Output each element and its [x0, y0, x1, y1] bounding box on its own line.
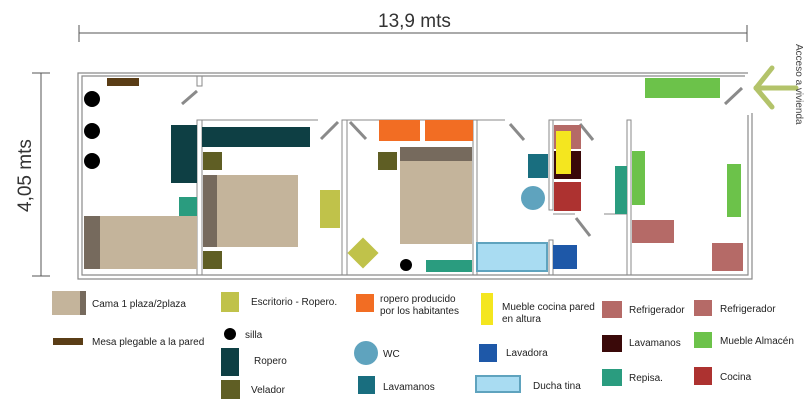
legend-table: Mesa plegable a la pared [53, 337, 204, 348]
desk [347, 237, 379, 269]
entrance-arrow-icon [753, 65, 799, 110]
entrance-label: Acceso a vivienda [793, 44, 804, 125]
sink [528, 154, 548, 178]
bed [400, 147, 472, 244]
pantry [645, 78, 720, 98]
svg-text:Ropero: Ropero [254, 356, 287, 367]
legend-sink-2: Lavamanos [602, 335, 681, 352]
height-label: 4,05 mts [15, 139, 36, 212]
fridge [712, 243, 743, 271]
desk [320, 190, 340, 228]
nightstand [203, 251, 222, 269]
legend-fridge-2: Refrigerador [694, 300, 776, 316]
legend-fridge-1: Refrigerador [602, 301, 685, 318]
orange-wardrobe [425, 120, 473, 141]
stove [554, 182, 581, 211]
legend-washer: Lavadora [479, 344, 548, 362]
width-label: 13,9 mts [378, 11, 451, 32]
shelf [426, 260, 472, 272]
pantry [727, 164, 741, 217]
kitchen-wall-cabinet [556, 131, 571, 174]
legend-shelf: Repisa. [602, 369, 663, 386]
outer-walls [77, 72, 753, 280]
legend-bed: Cama 1 plaza/2plaza [52, 291, 186, 315]
legend-kitchen-wall-text: Mueble cocina pared en altura [502, 302, 595, 325]
legend-pantry: Mueble Almacén [694, 332, 794, 348]
bed [84, 216, 197, 269]
bed-headboard [203, 175, 217, 247]
svg-text:Repisa.: Repisa. [629, 373, 663, 384]
svg-text:Mesa plegable a la pared: Mesa plegable a la pared [92, 337, 204, 348]
chair [84, 123, 100, 139]
pantry [632, 151, 645, 205]
fridge [632, 220, 674, 243]
bed [203, 175, 298, 247]
wardrobe [171, 125, 197, 183]
svg-text:Lavamanos: Lavamanos [629, 338, 681, 349]
bathroom-furniture [476, 154, 548, 272]
kitchen-furniture [615, 78, 743, 271]
bed-headboard [400, 147, 472, 161]
legend-chair: silla [224, 328, 263, 341]
svg-text:Refrigerador: Refrigerador [629, 305, 685, 316]
room-1-furniture [84, 78, 197, 269]
legend: Cama 1 plaza/2plaza Mesa plegable a la p… [52, 291, 794, 399]
legend-sink: Lavamanos [358, 376, 435, 394]
svg-text:Lavadora: Lavadora [506, 348, 548, 359]
svg-text:Ducha tina: Ducha tina [533, 381, 581, 392]
svg-text:Cocina: Cocina [720, 372, 752, 383]
legend-nightstand: Velador [221, 380, 286, 399]
svg-text:Velador: Velador [251, 385, 286, 396]
legend-orange-wardrobe: ropero producido por los habitantes [356, 294, 459, 317]
chair [84, 91, 100, 107]
chair [84, 153, 100, 169]
svg-text:Lavamanos: Lavamanos [383, 382, 435, 393]
height-dimension: 4,05 mts [15, 72, 50, 277]
width-dimension: 13,9 mts [78, 11, 748, 42]
svg-text:WC: WC [383, 349, 400, 360]
doors [181, 86, 744, 237]
bed-headboard [84, 216, 100, 269]
legend-desk: Escritorio - Ropero. [221, 292, 337, 312]
svg-text:Escritorio - Ropero.: Escritorio - Ropero. [251, 297, 337, 308]
orange-wardrobe [379, 120, 420, 141]
shower-tub [476, 242, 548, 272]
nightstand [203, 152, 222, 170]
chair [400, 259, 412, 271]
legend-kitchen-wall: Mueble cocina pared en altura [481, 293, 595, 325]
legend-shower: Ducha tina [475, 375, 581, 393]
wc [521, 186, 545, 210]
svg-text:Mueble Almacén: Mueble Almacén [720, 336, 794, 347]
svg-text:Refrigerador: Refrigerador [720, 304, 776, 315]
legend-wc: WC [354, 341, 400, 365]
legend-wardrobe: Ropero [221, 348, 287, 376]
washer [553, 245, 577, 269]
wardrobe [202, 127, 310, 147]
svg-text:Cama 1 plaza/2plaza: Cama 1 plaza/2plaza [92, 299, 186, 310]
shelf [615, 166, 627, 214]
legend-stove: Cocina [694, 367, 752, 385]
room-2-furniture [202, 127, 340, 269]
nightstand [378, 152, 397, 170]
folding-table [107, 78, 139, 86]
service-furniture [553, 125, 581, 269]
room-3-furniture [347, 120, 473, 272]
svg-text:silla: silla [245, 330, 263, 341]
